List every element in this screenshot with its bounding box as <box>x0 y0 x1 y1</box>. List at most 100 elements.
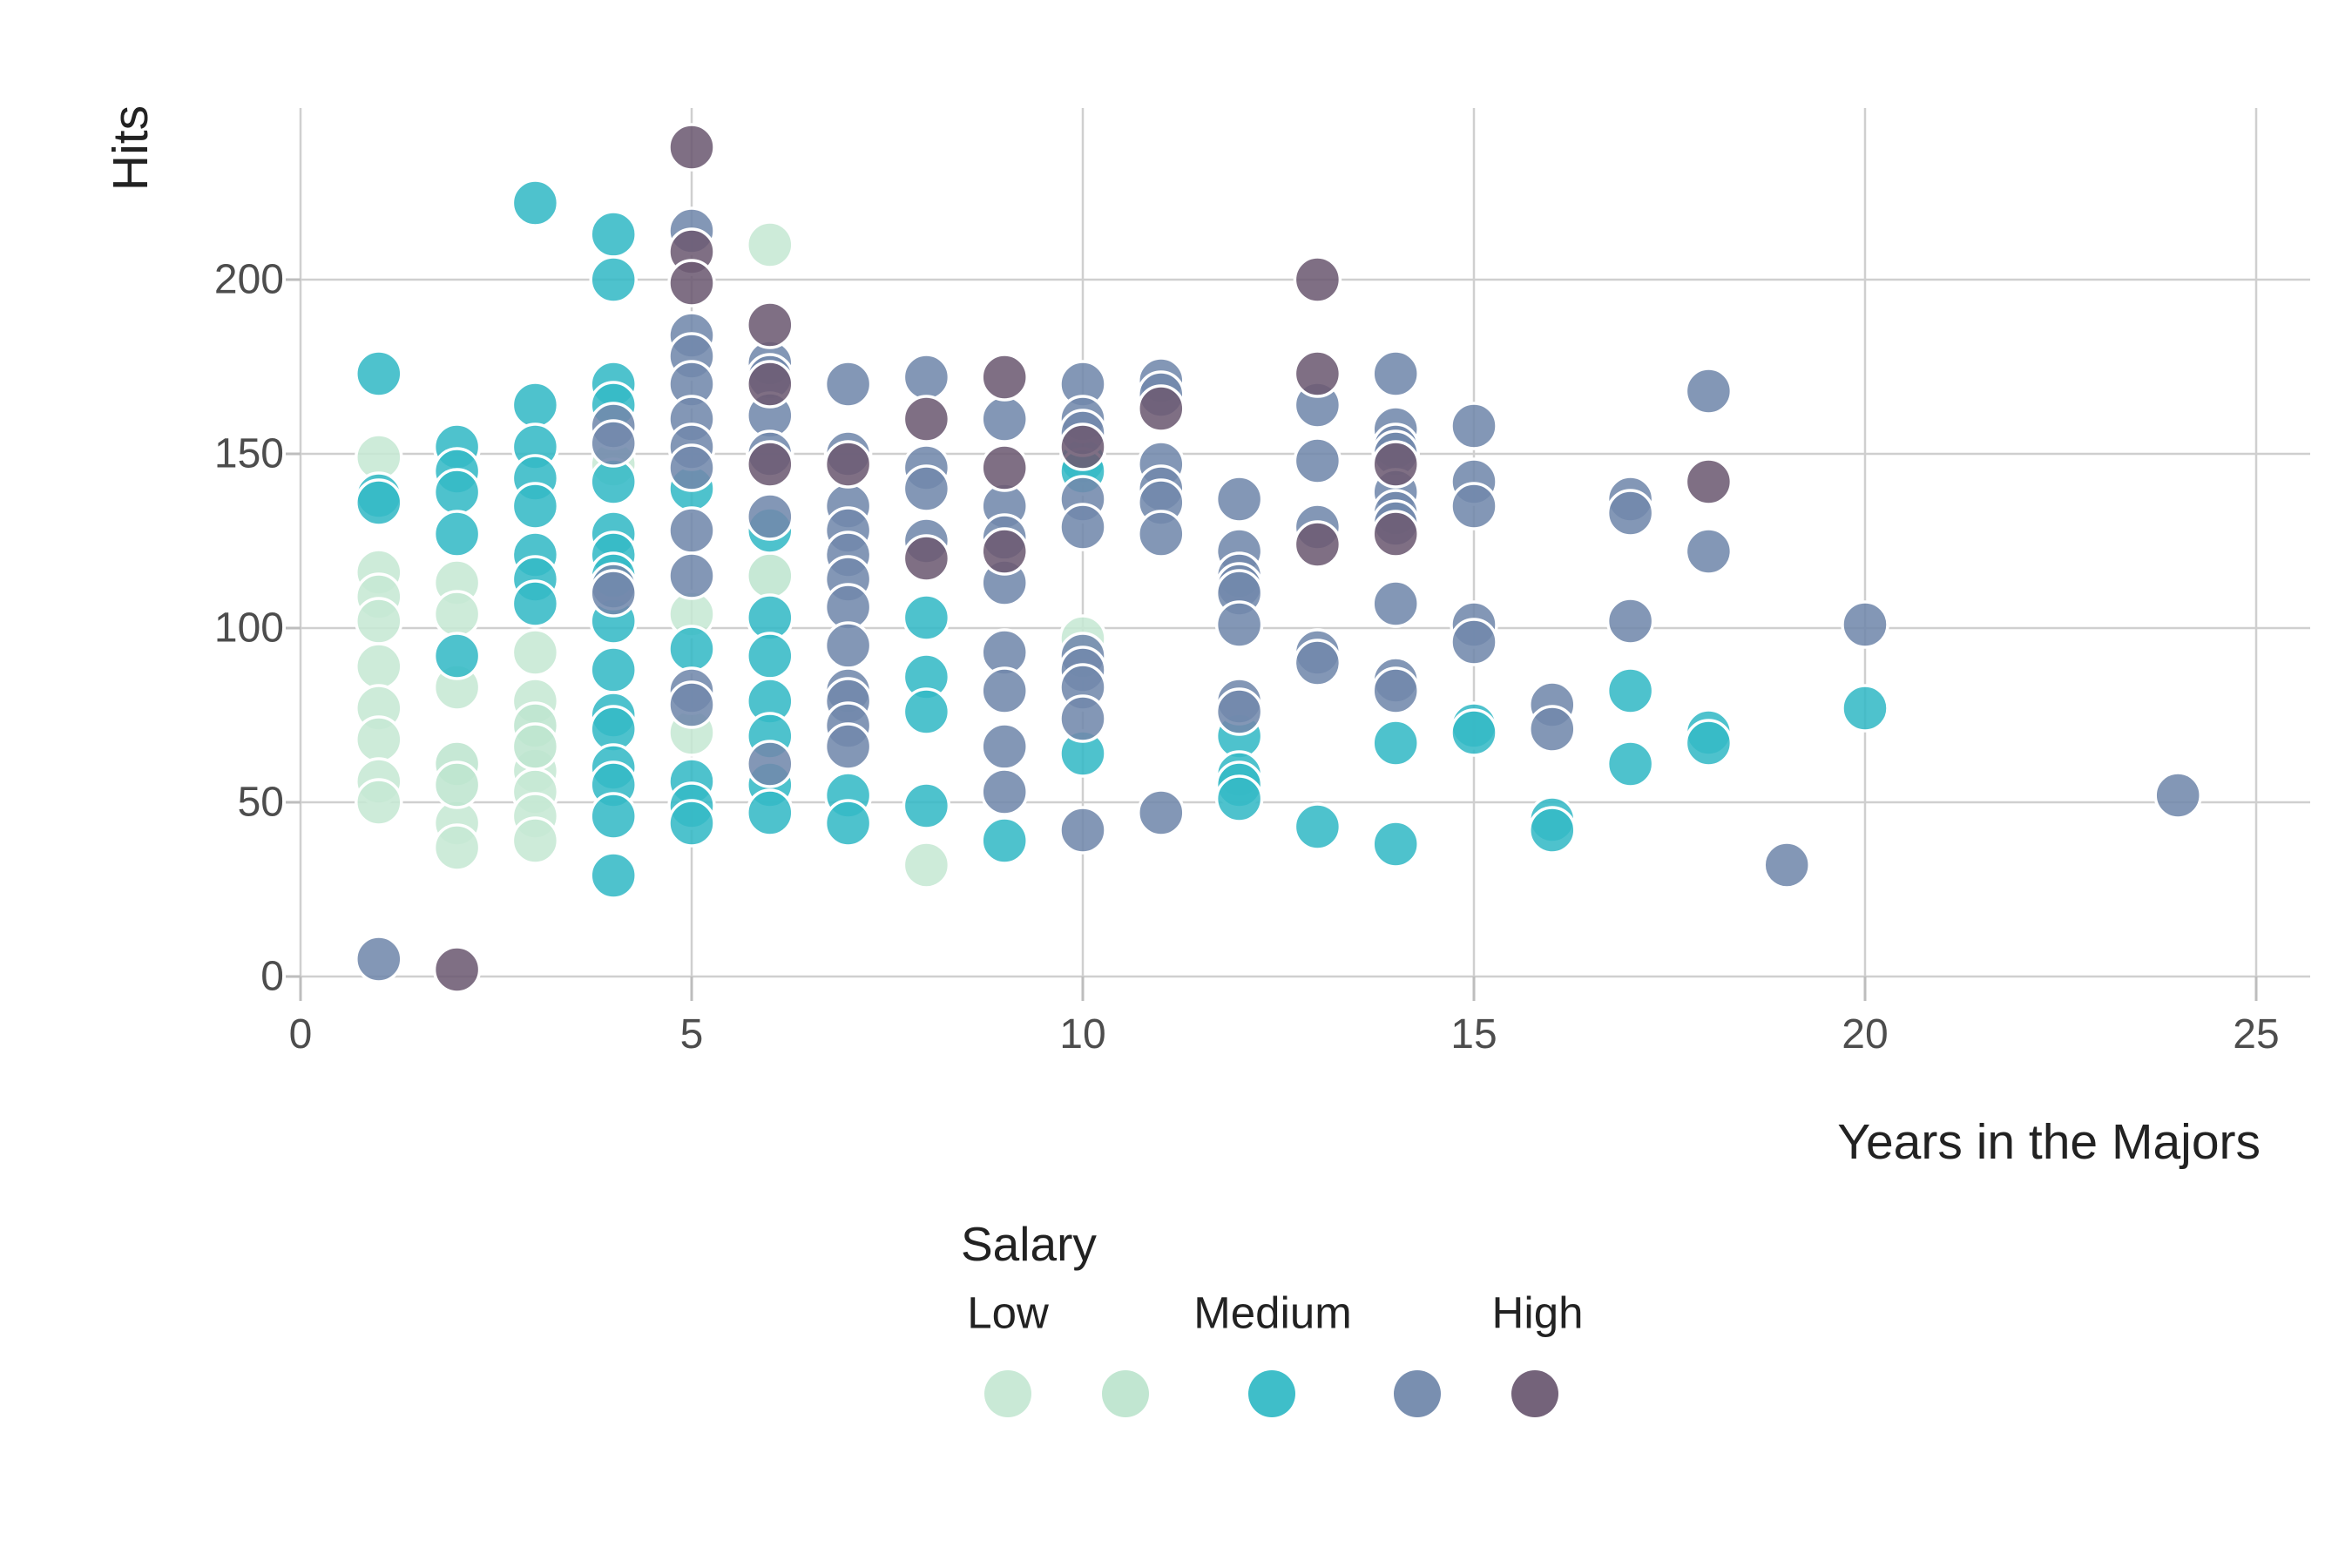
data-point <box>823 440 873 489</box>
data-point <box>1371 579 1420 628</box>
x-axis-title: Years in the Majors <box>1837 1114 2261 1170</box>
y-tick-label-200: 200 <box>213 256 284 303</box>
data-point <box>589 569 638 618</box>
data-point <box>1450 402 1498 450</box>
x-tick-label-15: 15 <box>1450 1011 1497 1058</box>
data-points <box>355 123 2202 994</box>
legend-swatch-3 <box>1394 1370 1441 1417</box>
legend-swatch-0 <box>984 1370 1031 1417</box>
data-point <box>1293 520 1342 569</box>
data-point <box>823 799 873 848</box>
data-point <box>1605 666 1655 715</box>
data-point <box>1137 384 1186 433</box>
data-point <box>432 510 482 558</box>
data-point <box>510 722 560 771</box>
data-point <box>823 621 873 670</box>
y-tick-label-50: 50 <box>237 779 284 826</box>
data-point <box>1605 740 1655 788</box>
x-tick-label-25: 25 <box>2233 1011 2280 1058</box>
data-point <box>355 935 403 983</box>
data-point <box>667 680 716 729</box>
data-point <box>1450 482 1498 531</box>
data-point <box>902 781 951 830</box>
data-point <box>1137 510 1186 558</box>
legend-swatch-1 <box>1102 1370 1149 1417</box>
data-point <box>432 632 482 680</box>
data-point <box>1371 510 1420 558</box>
data-point <box>667 799 716 848</box>
data-point <box>980 722 1029 771</box>
legend-swatches <box>984 1370 1558 1417</box>
data-point <box>902 464 951 513</box>
data-point <box>1371 349 1420 398</box>
data-point <box>902 353 951 402</box>
data-point <box>510 579 560 628</box>
data-point <box>2153 771 2202 820</box>
data-point <box>589 792 638 841</box>
data-point <box>1371 820 1420 868</box>
data-point <box>355 642 403 691</box>
data-point <box>667 551 716 600</box>
data-point <box>510 381 560 429</box>
data-point <box>432 468 482 517</box>
x-tick-label-10: 10 <box>1059 1011 1106 1058</box>
data-point <box>1137 788 1186 837</box>
data-point <box>1293 436 1342 485</box>
data-point <box>746 632 794 680</box>
data-point <box>980 767 1029 816</box>
y-tick-label-100: 100 <box>213 605 284 652</box>
data-point <box>1841 684 1889 733</box>
data-point <box>980 353 1029 402</box>
data-point <box>980 816 1029 865</box>
data-point <box>589 210 638 259</box>
data-point <box>1684 719 1734 767</box>
data-point <box>1293 802 1342 851</box>
data-point <box>1058 806 1107 855</box>
data-point <box>589 419 638 468</box>
data-point <box>1058 694 1107 743</box>
legend-swatch-4 <box>1511 1370 1558 1417</box>
y-axis-title: Hits <box>103 105 159 192</box>
data-point <box>510 482 560 531</box>
data-point <box>589 255 638 304</box>
data-point <box>589 645 638 694</box>
data-point <box>667 123 716 172</box>
data-point <box>432 590 482 639</box>
data-point <box>980 527 1029 576</box>
legend-label-medium: Medium <box>1193 1288 1352 1338</box>
data-point <box>1293 639 1342 687</box>
data-point <box>510 179 560 227</box>
data-point <box>432 823 482 872</box>
data-point <box>902 687 951 736</box>
data-point <box>1371 719 1420 767</box>
data-point <box>589 851 638 900</box>
data-point <box>1450 618 1498 666</box>
data-point <box>746 220 794 269</box>
data-point <box>1214 687 1264 736</box>
data-point <box>1214 600 1264 649</box>
data-point <box>1605 489 1655 537</box>
data-point <box>667 443 716 492</box>
x-tick-label-5: 5 <box>679 1011 704 1058</box>
tick-marks <box>286 278 2258 1001</box>
legend-label-high: High <box>1491 1288 1584 1338</box>
data-point <box>902 841 951 889</box>
data-point <box>1605 597 1655 645</box>
x-tick-label-20: 20 <box>1842 1011 1889 1058</box>
y-tick-label-150: 150 <box>213 430 284 477</box>
data-point <box>980 395 1029 443</box>
data-point <box>980 443 1029 492</box>
data-point <box>1528 705 1577 754</box>
data-point <box>980 666 1029 715</box>
data-point <box>1293 255 1342 304</box>
data-point <box>355 778 403 827</box>
data-point <box>746 740 794 788</box>
data-point <box>355 715 403 764</box>
data-point <box>1214 774 1264 823</box>
data-point <box>1762 841 1811 889</box>
data-point <box>902 534 951 583</box>
data-point <box>823 722 873 771</box>
data-point <box>746 492 794 541</box>
data-point <box>1293 349 1342 398</box>
